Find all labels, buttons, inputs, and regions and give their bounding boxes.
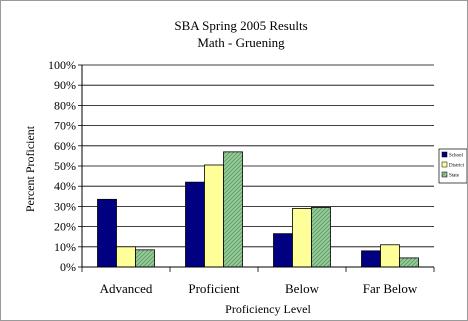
x-category-label: Proficient <box>188 281 240 296</box>
y-tick-label: 70% <box>54 119 76 133</box>
legend-label: State <box>449 174 460 179</box>
y-tick-label: 100% <box>48 58 76 72</box>
x-category-label: Below <box>285 281 320 296</box>
y-tick-label: 10% <box>54 240 76 254</box>
bar <box>116 246 136 268</box>
legend-swatch <box>441 151 448 158</box>
bar <box>361 250 381 268</box>
bar <box>204 164 224 268</box>
bar <box>97 198 117 268</box>
gridlines <box>82 64 434 248</box>
x-axis-categories: Advanced Proficient Below Far Below <box>100 281 418 296</box>
chart-title: SBA Spring 2005 Results <box>174 18 307 33</box>
chart-subtitle: Math - Gruening <box>197 35 285 50</box>
legend-label: School <box>449 154 464 159</box>
y-tick-label: 90% <box>54 78 76 92</box>
y-axis-label: Percent Proficient <box>23 125 37 212</box>
x-category-label: Advanced <box>100 281 153 296</box>
legend-swatch <box>441 161 448 168</box>
y-tick-label: 30% <box>54 199 76 213</box>
bar <box>223 151 243 268</box>
bars <box>97 151 419 268</box>
x-category-label: Far Below <box>363 281 418 296</box>
y-tick-label: 50% <box>54 159 76 173</box>
legend-swatch <box>441 171 448 178</box>
y-tick-label: 60% <box>54 139 76 153</box>
bar <box>292 208 312 268</box>
legend-label: District <box>449 164 465 169</box>
y-tick-label: 0% <box>60 260 76 274</box>
x-axis-label: Proficiency Level <box>225 302 311 316</box>
y-axis-ticks: 0% 10% 20% 30% 40% 50% 60% 70% 80% 90% 100% <box>48 58 82 274</box>
y-tick-label: 20% <box>54 220 76 234</box>
y-tick-label: 80% <box>54 98 76 112</box>
bar <box>135 249 155 268</box>
bar <box>380 244 400 268</box>
bar <box>273 233 293 268</box>
axes <box>81 65 435 272</box>
legend: School District State <box>438 148 467 184</box>
bar <box>185 181 205 268</box>
bar <box>311 207 331 268</box>
bar <box>399 257 419 268</box>
y-tick-label: 40% <box>54 179 76 193</box>
